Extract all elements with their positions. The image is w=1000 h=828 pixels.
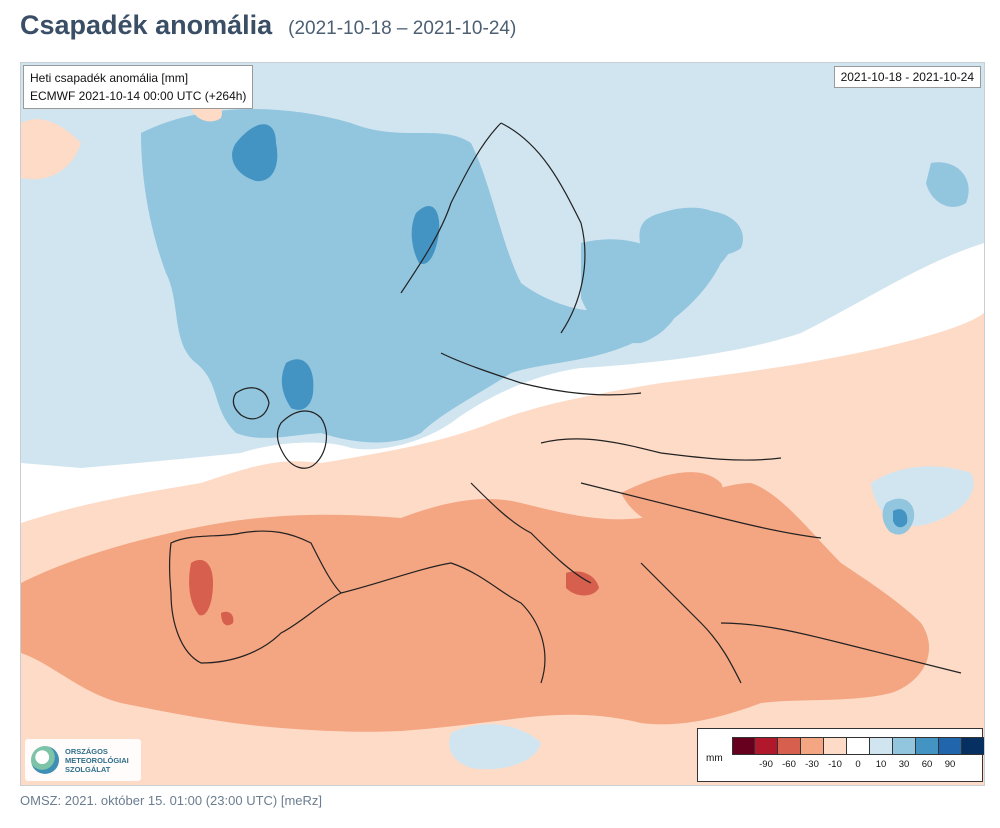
legend-tick-label: 30 (898, 759, 910, 770)
legend-swatch (801, 737, 824, 755)
legend-ticks: -90 -60 -30 -10 0 10 30 60 90 (732, 759, 984, 773)
legend-tick-label: 60 (921, 759, 933, 770)
map-date-box: 2021-10-18 - 2021-10-24 (833, 66, 981, 88)
legend-swatch (824, 737, 847, 755)
page-header: Csapadék anomália (2021-10-18 – 2021-10-… (20, 10, 516, 50)
anomaly-area-blue-baltic-east (581, 239, 684, 344)
anomaly-area-red-iberia-spot (221, 611, 234, 626)
anomaly-map: Heti csapadék anomália [mm] ECMWF 2021-1… (20, 62, 985, 786)
anomaly-area-light-salmon-nw (21, 119, 81, 180)
anomaly-area-red-balkans (566, 571, 599, 596)
legend-tick-label: 90 (944, 759, 956, 770)
map-info-title: Heti csapadék anomália [mm] (30, 71, 189, 85)
map-info-box: Heti csapadék anomália [mm] ECMWF 2021-1… (23, 65, 254, 109)
legend-tick-label: 0 (855, 759, 861, 770)
anomaly-area-salmon-ukraine (736, 490, 781, 565)
legend-swatch (939, 737, 962, 755)
legend-swatch (732, 737, 755, 755)
legend-unit: mm (706, 753, 723, 764)
anomaly-area-blue-north-east (926, 162, 969, 207)
map-borders (168, 122, 962, 684)
anomaly-area-salmon-mediterranean (21, 483, 930, 732)
anomaly-area-light-blue-north-africa (449, 724, 541, 770)
legend-swatch (962, 737, 984, 755)
anomaly-area-dark-blue-norway (411, 205, 440, 264)
omsz-logo-icon (31, 746, 59, 774)
legend-tick-label: -90 (759, 759, 773, 770)
omsz-logo-text: ORSZÁGOS METEOROLÓGIAI SZOLGÁLAT (65, 746, 129, 774)
anomaly-area-blue-russia (681, 210, 743, 256)
map-canvas (21, 63, 984, 785)
color-legend: mm -90 -60 -30 -10 0 10 30 60 90 (697, 728, 984, 782)
anomaly-area-salmon-east (621, 472, 724, 528)
anomaly-area-red-iberia-west (189, 559, 213, 616)
anomaly-area-light-blue-atlantic (21, 223, 92, 443)
legend-swatch (870, 737, 893, 755)
legend-tick-label: -60 (782, 759, 796, 770)
legend-tick-label: -10 (828, 759, 842, 770)
anomaly-area-blue-north-sea (141, 109, 733, 443)
legend-swatch (893, 737, 916, 755)
page-date-range: (2021-10-18 – 2021-10-24) (288, 18, 517, 39)
legend-swatch (755, 737, 778, 755)
footer-credit: OMSZ: 2021. október 15. 01:00 (23:00 UTC… (20, 793, 323, 808)
anomaly-area-dark-blue-iceland-area (232, 124, 278, 182)
anomaly-area-dark-blue-caucasus (893, 509, 908, 528)
omsz-logo: ORSZÁGOS METEOROLÓGIAI SZOLGÁLAT (25, 739, 141, 781)
legend-tick-label: 10 (875, 759, 887, 770)
anomaly-area-dark-blue-britain (281, 359, 314, 410)
legend-tick-label: -30 (805, 759, 819, 770)
legend-swatch (847, 737, 870, 755)
legend-swatch (916, 737, 939, 755)
legend-swatch (778, 737, 801, 755)
legend-swatches (732, 737, 984, 755)
map-info-model: ECMWF 2021-10-14 00:00 UTC (+264h) (30, 89, 247, 103)
page-title: Csapadék anomália (20, 10, 273, 40)
